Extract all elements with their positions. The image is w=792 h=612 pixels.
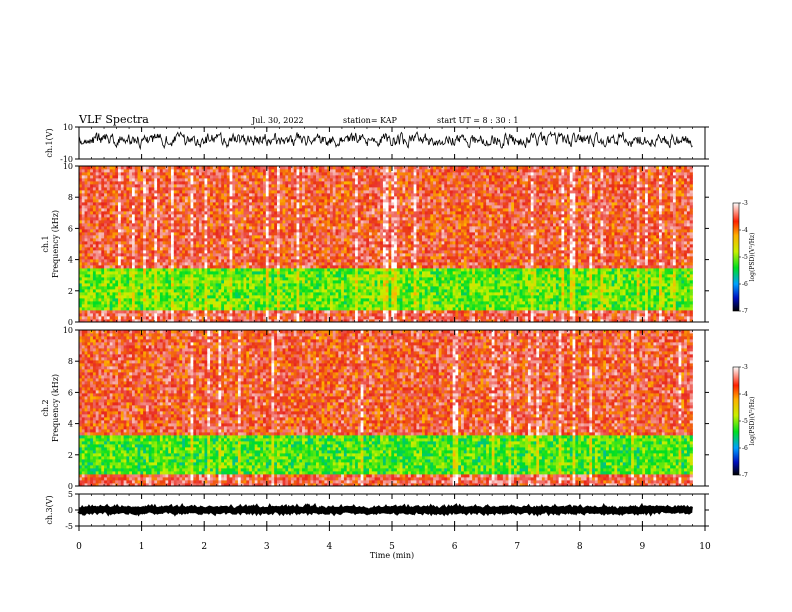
time-tick-label: 0 — [76, 542, 82, 552]
date-label: Jul. 30, 2022 — [251, 116, 304, 125]
ch1-frequency-label: Frequency (kHz) — [51, 210, 60, 278]
start-time-label: start UT = 8 : 30 : 1 — [437, 116, 518, 125]
ch2_spectrogram-ytick-label: 8 — [68, 357, 73, 366]
ch1_spectrogram-ytick-label: 8 — [68, 193, 73, 202]
ch3-waveform-panel: -5 0 5 ch.3(V) — [45, 490, 709, 531]
ch3-waveform-ylabel: ch.3(V) — [45, 495, 54, 524]
time-tick-label: 6 — [452, 542, 458, 552]
colorbar-tick-label: -5 — [742, 254, 748, 261]
time-tick-label: 3 — [264, 542, 270, 552]
ch1_spectrogram-ytick-label: 10 — [63, 162, 73, 171]
colorbar-tick-label: -7 — [742, 472, 748, 479]
time-tick-label: 7 — [514, 542, 520, 552]
colorbar-tick-label: -4 — [742, 227, 748, 234]
ch2-colorbar: -3 -4 -5 -6 -7 — [733, 364, 748, 479]
colorbar-tick-label: -5 — [742, 418, 748, 425]
ch3_waveform-line — [79, 508, 693, 511]
time-tick-label: 8 — [577, 542, 583, 552]
colorbar-tick-label: -6 — [742, 445, 748, 452]
ch2-spectrogram-ylabel: ch.2 — [41, 399, 50, 416]
ch1_waveform-line — [79, 132, 693, 149]
colorbar-tick-label: -6 — [742, 281, 748, 288]
ch2-frequency-label: Frequency (kHz) — [51, 374, 60, 442]
ch3_waveform-ytick-label: 0 — [68, 506, 73, 515]
ch2_spectrogram-ytick-label: 2 — [68, 451, 73, 460]
ch1_spectrogram-ytick-label: 6 — [68, 224, 73, 233]
ch1_spectrogram-ytick-label: 4 — [68, 256, 73, 265]
ch2-colorbar-label: log(PSD)(V²/Hz) — [749, 397, 756, 446]
ch2_spectrogram-ytick-label: 4 — [68, 420, 73, 429]
ch1-spectrogram-image — [79, 166, 693, 322]
ch1-colorbar: -3 -4 -5 -6 -7 — [733, 200, 748, 315]
ch3-waveform-trace — [79, 508, 693, 511]
time-tick-label: 1 — [139, 542, 145, 552]
ch2-spectrogram-image — [79, 330, 693, 486]
vlf-spectra-figure: VLF Spectra Jul. 30, 2022 station= KAP s… — [0, 0, 792, 612]
time-tick-label: 4 — [327, 542, 333, 552]
ch1-waveform-trace — [79, 132, 693, 149]
ch2_spectrogram-colorbar-scale — [733, 367, 739, 475]
time-tick-label: 2 — [201, 542, 207, 552]
colorbar-tick-label: -7 — [742, 308, 748, 315]
time-tick-label: 10 — [699, 542, 711, 552]
ch2_spectrogram-ytick-label: 6 — [68, 388, 73, 397]
ch1-colorbar-label: log(PSD)(V²/Hz) — [749, 233, 756, 282]
ch1-waveform-ylabel: ch.1(V) — [45, 128, 54, 157]
colorbar-tick-label: -4 — [742, 391, 748, 398]
ch2_spectrogram-ytick-label: 10 — [63, 326, 73, 335]
colorbar-tick-label: -3 — [742, 364, 748, 371]
colorbar-tick-label: -3 — [742, 200, 748, 207]
ch1_spectrogram-colorbar-scale — [733, 203, 739, 311]
ch3_waveform-ytick-label: 5 — [68, 490, 73, 499]
figure-title: VLF Spectra — [78, 113, 149, 126]
time-axis-label: Time (min) — [370, 551, 414, 560]
ch1_waveform-ytick-label: 10 — [63, 123, 73, 132]
ch1-spectrogram-ylabel: ch.1 — [41, 235, 50, 252]
ch3_waveform-ytick-label: -5 — [65, 522, 73, 531]
ch1_spectrogram-ytick-label: 2 — [68, 287, 73, 296]
time-tick-label: 9 — [640, 542, 646, 552]
station-label: station= KAP — [343, 116, 398, 125]
